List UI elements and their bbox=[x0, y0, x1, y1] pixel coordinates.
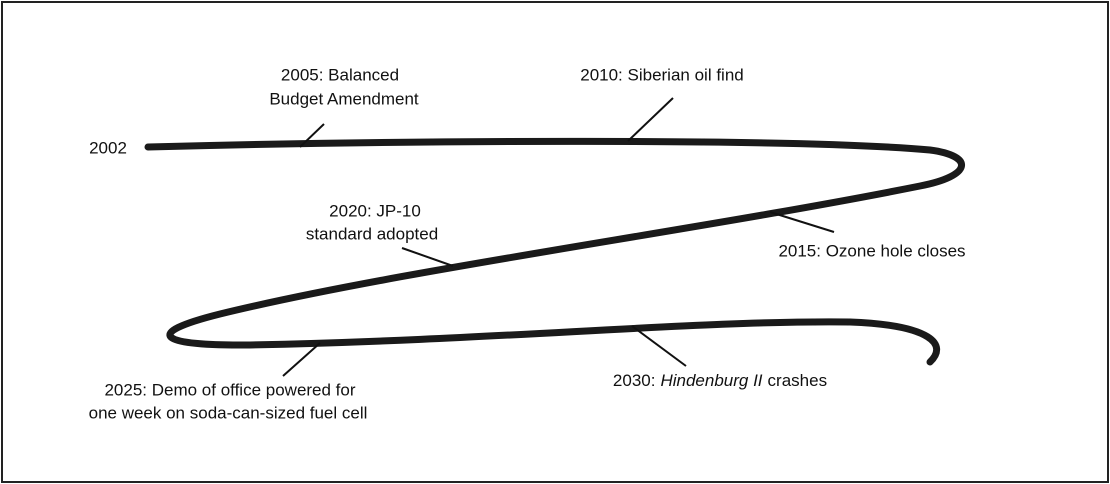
leader-line bbox=[627, 97, 674, 142]
event-label: Budget Amendment bbox=[269, 89, 419, 108]
leader-line bbox=[299, 123, 325, 148]
event-label: 2015: Ozone hole closes bbox=[778, 241, 965, 260]
event-label: 2025: Demo of office powered for bbox=[104, 380, 355, 399]
start-label: 2002 bbox=[89, 138, 127, 157]
event-label: 2020: JP-10 bbox=[329, 201, 421, 220]
leader-line bbox=[401, 247, 454, 267]
event-italic: Hindenburg II bbox=[660, 371, 762, 390]
leader-line bbox=[769, 211, 835, 233]
event-label: 2030: Hindenburg II crashes bbox=[613, 371, 827, 390]
event-label: 2005: Balanced bbox=[281, 65, 399, 84]
event-text: crashes bbox=[768, 371, 828, 390]
timeline-curve bbox=[144, 137, 965, 366]
leader-line bbox=[631, 325, 687, 367]
event-label: 2010: Siberian oil find bbox=[580, 65, 744, 84]
event-year: 2030: bbox=[613, 371, 656, 390]
event-label: one week on soda-can-sized fuel cell bbox=[89, 403, 368, 422]
leader-line bbox=[282, 342, 321, 377]
event-label: standard adopted bbox=[306, 224, 438, 243]
